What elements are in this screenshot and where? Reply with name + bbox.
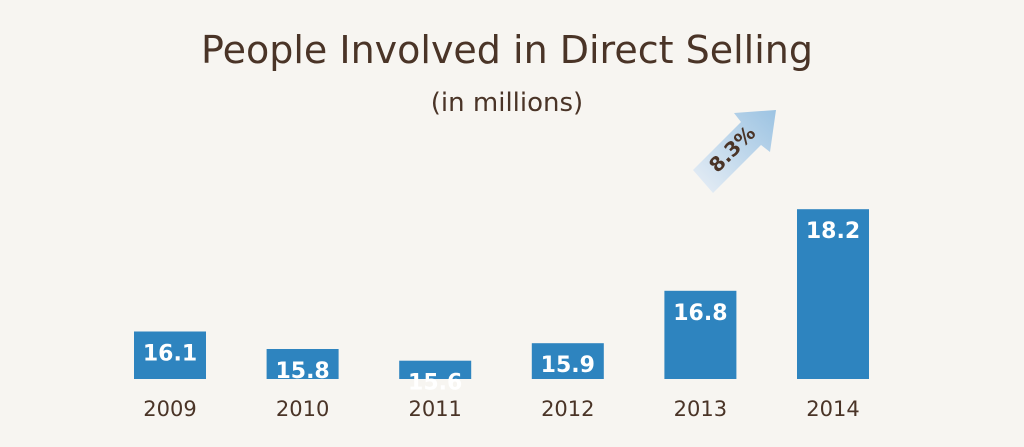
bar-2013	[664, 290, 737, 379]
bar-2009	[134, 331, 206, 379]
chart-title: People Involved in Direct Selling	[201, 28, 813, 72]
bar-value-label: 16.8	[673, 301, 727, 326]
bar-value-label: 15.8	[275, 359, 329, 384]
bar-value-label: 15.6	[408, 371, 462, 396]
x-tick-label: 2012	[541, 397, 594, 421]
bar-2014	[797, 209, 869, 379]
x-tick-label: 2009	[143, 397, 196, 421]
x-tick-label: 2011	[408, 397, 461, 421]
chart-subtitle: (in millions)	[431, 88, 583, 118]
growth-arrow	[693, 110, 776, 193]
bar-value-label: 15.9	[541, 353, 595, 378]
growth-annotation: 8.3%	[693, 110, 776, 193]
x-tick-label: 2010	[276, 397, 329, 421]
bar-2011	[399, 360, 472, 379]
bar-value-label: 18.2	[806, 219, 860, 244]
x-tick-label: 2013	[674, 397, 727, 421]
x-tick-label: 2014	[806, 397, 859, 421]
bar-2012	[531, 343, 604, 379]
bar-2010	[266, 349, 339, 379]
bar-value-label: 16.1	[143, 342, 197, 367]
